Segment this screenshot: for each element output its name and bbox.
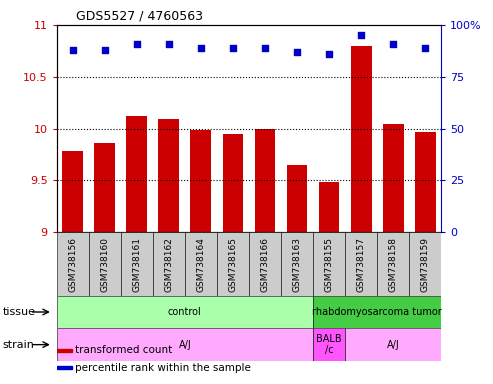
Text: strain: strain	[2, 339, 35, 350]
Text: control: control	[168, 307, 202, 317]
Point	[133, 41, 141, 47]
Text: GDS5527 / 4760563: GDS5527 / 4760563	[76, 9, 203, 22]
Bar	[57, 328, 313, 361]
Bar	[126, 116, 147, 232]
Text: GSM738160: GSM738160	[100, 237, 109, 292]
Bar	[351, 46, 372, 232]
Text: GSM738165: GSM738165	[228, 237, 238, 292]
Bar	[62, 151, 83, 232]
Bar	[94, 143, 115, 232]
Text: GSM738159: GSM738159	[421, 237, 430, 292]
Bar	[377, 232, 409, 296]
Text: GSM738157: GSM738157	[356, 237, 366, 292]
Text: GSM738164: GSM738164	[196, 237, 206, 291]
Text: GSM738158: GSM738158	[388, 237, 398, 292]
Point	[357, 32, 365, 38]
Point	[389, 41, 397, 47]
Text: GSM738161: GSM738161	[132, 237, 141, 292]
Point	[165, 41, 173, 47]
Text: GSM738166: GSM738166	[260, 237, 270, 292]
Bar	[57, 232, 89, 296]
Bar	[409, 232, 441, 296]
Bar	[254, 129, 276, 232]
Point	[197, 45, 205, 51]
Text: rhabdomyosarcoma tumor: rhabdomyosarcoma tumor	[312, 307, 442, 317]
Bar	[313, 232, 345, 296]
Bar	[345, 232, 377, 296]
Bar	[383, 124, 404, 232]
Text: A/J: A/J	[387, 339, 399, 350]
Text: GSM738162: GSM738162	[164, 237, 174, 291]
Text: GSM738155: GSM738155	[324, 237, 334, 292]
Text: A/J: A/J	[178, 339, 191, 350]
Point	[101, 47, 108, 53]
Bar	[249, 232, 281, 296]
Point	[229, 45, 237, 51]
Bar	[185, 232, 217, 296]
Bar	[313, 328, 345, 361]
Text: GSM738163: GSM738163	[292, 237, 302, 292]
Text: percentile rank within the sample: percentile rank within the sample	[75, 362, 251, 373]
Bar	[190, 130, 211, 232]
Bar	[89, 232, 121, 296]
Point	[69, 47, 77, 53]
Bar	[415, 132, 436, 232]
Point	[261, 45, 269, 51]
Point	[421, 45, 429, 51]
Bar	[217, 232, 249, 296]
Bar	[121, 232, 153, 296]
Bar	[286, 165, 308, 232]
Bar	[57, 296, 313, 328]
Bar	[318, 182, 340, 232]
Bar	[153, 232, 185, 296]
Bar	[222, 134, 244, 232]
Bar	[158, 119, 179, 232]
Text: transformed count: transformed count	[75, 345, 173, 356]
Bar	[57, 349, 72, 352]
Text: GSM738156: GSM738156	[68, 237, 77, 292]
Bar	[345, 328, 441, 361]
Text: tissue: tissue	[2, 307, 35, 317]
Bar	[57, 366, 72, 369]
Point	[293, 49, 301, 55]
Bar	[313, 296, 441, 328]
Bar	[281, 232, 313, 296]
Text: BALB
/c: BALB /c	[317, 334, 342, 356]
Point	[325, 51, 333, 57]
